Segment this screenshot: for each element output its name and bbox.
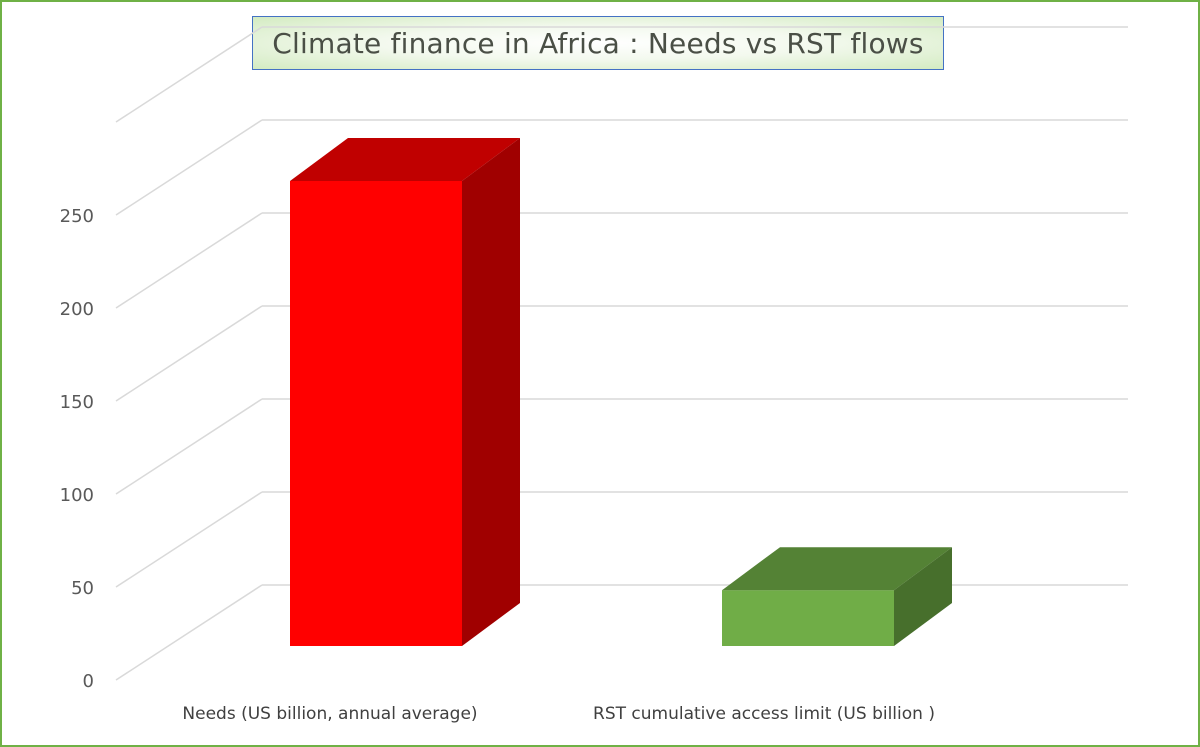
y-tick-label-0: 0 [83, 671, 94, 692]
bar-front-1 [722, 590, 894, 646]
gridline-depth-150 [115, 305, 263, 402]
bar-front-0 [290, 181, 462, 646]
y-tick-label-250: 250 [60, 206, 94, 227]
category-label-0: Needs (US billion, annual average) [182, 704, 477, 724]
y-tick-label-200: 200 [60, 299, 94, 320]
x-axis-categories: Needs (US billion, annual average) RST cu… [182, 704, 935, 724]
y-tick-label-100: 100 [60, 485, 94, 506]
gridline-depth-200 [115, 212, 263, 309]
gridlines [115, 26, 1128, 681]
bar-side-0 [462, 138, 520, 646]
y-tick-label-150: 150 [60, 392, 94, 413]
y-axis-ticks: 0 50 100 150 200 250 [60, 206, 94, 692]
gridline-depth-0 [115, 584, 263, 681]
bar-top-1 [722, 547, 952, 591]
y-tick-label-50: 50 [71, 578, 94, 599]
bar-side-1 [894, 547, 952, 646]
bars [290, 138, 952, 646]
chart-title: Climate finance in Africa : Needs vs RST… [272, 26, 924, 60]
category-label-1: RST cumulative access limit (US billion … [593, 704, 935, 724]
gridline-depth-50 [115, 491, 263, 588]
bar-top-0 [290, 138, 520, 181]
chart-title-box: Climate finance in Africa : Needs vs RST… [252, 16, 944, 70]
gridline-depth-300 [115, 26, 263, 123]
gridline-depth-250 [115, 119, 263, 216]
gridline-depth-100 [115, 398, 263, 495]
